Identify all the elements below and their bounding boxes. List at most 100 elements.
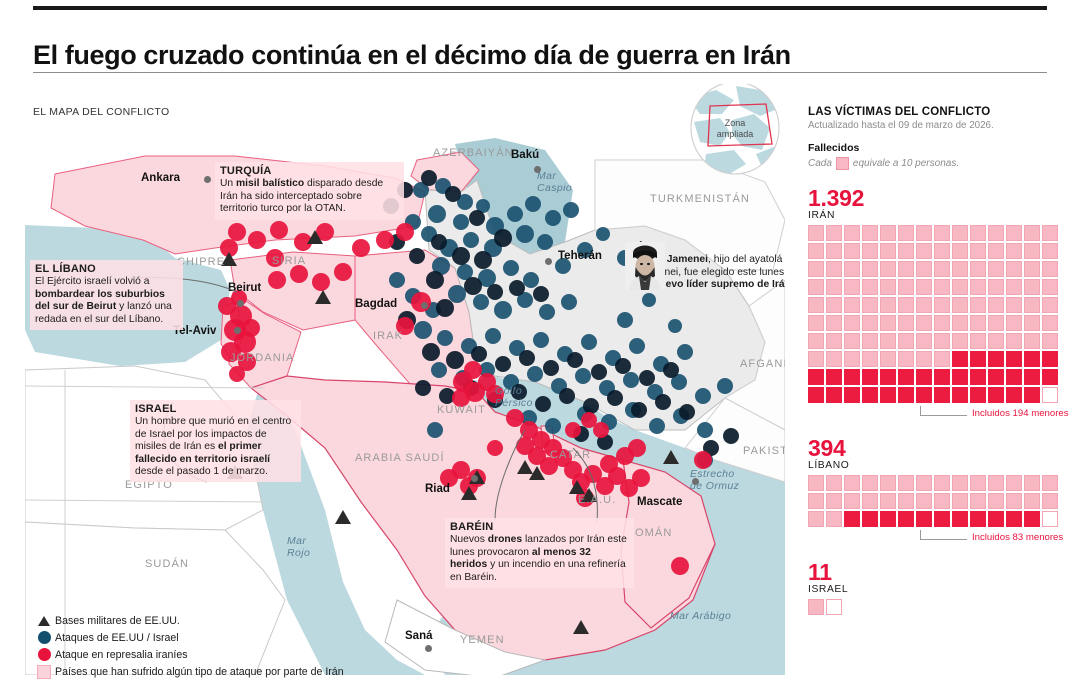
note-elbow-line [920, 530, 967, 540]
waffle-cell [916, 243, 932, 259]
waffle-cell [934, 511, 950, 527]
map-section-label: EL MAPA DEL CONFLICTO [33, 106, 170, 118]
waffle-cell [898, 243, 914, 259]
waffle-cell [862, 475, 878, 491]
victim-country-name: IRÁN [808, 210, 836, 221]
waffle-cell [952, 351, 968, 367]
waffle-cell [808, 475, 824, 491]
waffle-cell [1024, 511, 1040, 527]
waffle-cell [916, 333, 932, 349]
callout-turquia-body: Un misil balístico disparado desde Irán … [220, 178, 384, 215]
city-dot-icon [425, 645, 432, 652]
waffle-cell [1006, 475, 1022, 491]
waffle-cell [970, 225, 986, 241]
waffle-cell [934, 279, 950, 295]
waffle-cell [826, 599, 842, 615]
waffle-cell [970, 333, 986, 349]
waffle-cell [844, 351, 860, 367]
waffle-cell [970, 511, 986, 527]
waffle-cell [1024, 369, 1040, 385]
callout-libano-body: El Ejército israelí volvió a bombardear … [35, 276, 172, 325]
waffle-cell [916, 351, 932, 367]
victims-panel: LAS VÍCTIMAS DEL CONFLICTO Actualizado h… [808, 106, 1070, 615]
waffle-cell [934, 261, 950, 277]
map-legend: Bases militares de EE.UU. Ataques de EE.… [33, 612, 344, 680]
waffle-cell [880, 351, 896, 367]
waffle-cell [844, 493, 860, 509]
waffle-cell [898, 333, 914, 349]
waffle-cell [970, 351, 986, 367]
waffle-cell [916, 475, 932, 491]
city-dot-icon [234, 327, 241, 334]
waffle-cell [880, 297, 896, 313]
waffle-cell [934, 315, 950, 331]
globe-label-line1: Zona [725, 118, 746, 128]
victim-waffle-grid [808, 599, 1060, 615]
waffle-cell [916, 225, 932, 241]
waffle-cell [1006, 225, 1022, 241]
waffle-cell [916, 493, 932, 509]
legend-label: Países que han sufrido algún tipo de ata… [55, 665, 344, 678]
victim-waffle-grid [808, 225, 1060, 403]
waffle-cell [826, 333, 842, 349]
waffle-cell [952, 369, 968, 385]
waffle-cell [862, 279, 878, 295]
waffle-cell [844, 261, 860, 277]
waffle-cell [898, 297, 914, 313]
waffle-cell [970, 369, 986, 385]
waffle-cell [808, 225, 824, 241]
waffle-cell [844, 511, 860, 527]
waffle-cell [1042, 315, 1058, 331]
waffle-cell [934, 387, 950, 403]
waffle-cell [826, 511, 842, 527]
waffle-cell [1024, 475, 1040, 491]
legend-item-attacked-countries: Países que han sufrido algún tipo de ata… [33, 663, 344, 680]
waffle-cell [916, 279, 932, 295]
waffle-cell [1006, 315, 1022, 331]
waffle-cell [934, 243, 950, 259]
waffle-cell [1024, 261, 1040, 277]
city-dot-icon [204, 176, 211, 183]
waffle-cell [952, 225, 968, 241]
waffle-cell [916, 369, 932, 385]
waffle-cell [970, 315, 986, 331]
waffle-cell [934, 225, 950, 241]
waffle-cell [934, 493, 950, 509]
callout-barein-body: Nuevos drones lanzados por Irán este lun… [450, 534, 627, 583]
waffle-cell [1042, 475, 1058, 491]
conflict-map: CHIPRE SIRIA IRAK JORDANIA AZERBAIYÁN TURKMEN… [25, 130, 785, 675]
note-elbow-line [920, 406, 967, 416]
callout-iran: IRÁN Mojtaba Jamenei, hijo del ayatolá A… [625, 242, 785, 292]
waffle-cell [988, 333, 1004, 349]
waffle-cell [826, 279, 842, 295]
waffle-cell [826, 351, 842, 367]
waffle-cell [862, 369, 878, 385]
waffle-cell [808, 351, 824, 367]
unit-key-prefix: Cada [808, 158, 832, 169]
waffle-cell [862, 243, 878, 259]
khamenei-portrait [625, 242, 665, 290]
legend-item-us-israel-attacks: Ataques de EE.UU / Israel [33, 629, 344, 646]
waffle-cell [862, 315, 878, 331]
waffle-cell [880, 315, 896, 331]
waffle-cell [952, 493, 968, 509]
waffle-cell [808, 279, 824, 295]
waffle-cell [970, 243, 986, 259]
waffle-cell [970, 279, 986, 295]
waffle-cell [934, 333, 950, 349]
waffle-cell [952, 511, 968, 527]
waffle-cell [844, 387, 860, 403]
waffle-cell [826, 225, 842, 241]
waffle-cell [988, 297, 1004, 313]
waffle-cell [898, 279, 914, 295]
triangle-icon [33, 615, 55, 626]
waffle-cell [862, 225, 878, 241]
city-dot-icon [534, 166, 541, 173]
waffle-cell [808, 599, 824, 615]
waffle-cell [898, 511, 914, 527]
waffle-cell [1006, 511, 1022, 527]
city-dot-icon [421, 302, 428, 309]
waffle-cell [952, 333, 968, 349]
waffle-cell [1042, 511, 1058, 527]
